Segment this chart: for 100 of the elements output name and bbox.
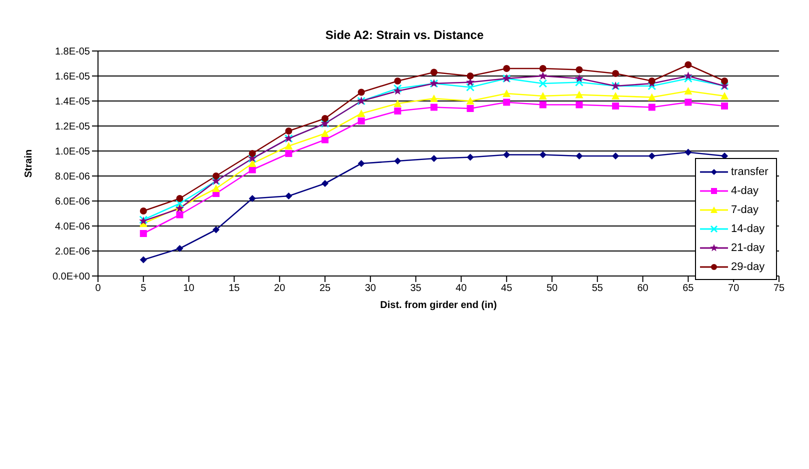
point [212, 226, 220, 234]
point [430, 155, 438, 162]
point [212, 184, 220, 192]
point [538, 92, 547, 100]
legend-label: 29-day [731, 260, 765, 272]
legend-label: transfer [731, 166, 768, 178]
point [394, 78, 402, 84]
x-tick-label: 65 [682, 283, 694, 294]
point [574, 74, 584, 82]
y-tick-label: 1.2E-05 [54, 122, 90, 133]
point [176, 245, 184, 252]
x-tick-label: 50 [546, 283, 558, 294]
point [539, 151, 546, 158]
point [574, 78, 584, 86]
point [140, 230, 147, 237]
point [394, 100, 402, 107]
point [648, 93, 656, 101]
point [648, 152, 656, 160]
point [430, 68, 438, 76]
point [322, 136, 328, 144]
point [612, 92, 620, 100]
point [466, 105, 474, 112]
point [502, 90, 511, 97]
y-axis-title: Strain [24, 149, 35, 178]
point [503, 151, 510, 158]
y-tick-label: 1.0E-05 [54, 146, 90, 158]
x-tick-label: 45 [501, 283, 513, 294]
y-tick-label: 6.0E-06 [54, 196, 90, 208]
point [140, 256, 147, 264]
point [503, 98, 510, 106]
point [393, 84, 402, 93]
point [612, 102, 620, 110]
y-tick-label: 0.0E+00 [52, 272, 90, 283]
point [284, 142, 293, 150]
x-tick-label: 70 [728, 283, 740, 294]
x-axis-title: Dist. from girder end (in) [380, 300, 497, 311]
point [430, 104, 438, 111]
point [539, 101, 546, 108]
point [576, 152, 583, 160]
point [394, 158, 402, 164]
point [248, 160, 256, 167]
point [248, 166, 256, 174]
point [576, 101, 583, 108]
legend-label: 4-day [731, 184, 759, 196]
point [721, 102, 728, 110]
point [684, 87, 692, 94]
y-tick-label: 8.0E-06 [54, 172, 90, 183]
point [466, 83, 475, 92]
point [466, 72, 474, 80]
x-tick-label: 55 [592, 283, 604, 294]
point [430, 94, 438, 102]
chart-title: Side A2: Strain vs. Distance [324, 28, 485, 42]
y-tick-label: 2.0E-06 [54, 246, 90, 258]
point [684, 74, 692, 83]
point [503, 65, 510, 72]
point [684, 61, 692, 68]
point [321, 130, 329, 137]
point [648, 82, 656, 90]
point [720, 92, 729, 100]
x-tick-label: 10 [183, 283, 195, 294]
point [140, 208, 147, 214]
point [357, 110, 366, 117]
y-tick-label: 1.6E-05 [54, 72, 90, 83]
point [394, 108, 402, 114]
point [248, 195, 256, 202]
y-tick-label: 1.8E-05 [54, 46, 90, 58]
point [466, 154, 474, 161]
point [721, 78, 728, 84]
point [539, 65, 546, 72]
point [576, 66, 583, 74]
point [684, 72, 692, 80]
point [175, 199, 184, 208]
point [322, 180, 328, 187]
point [684, 98, 692, 106]
point [285, 150, 292, 157]
y-tick-label: 1.4E-05 [54, 96, 90, 108]
point [176, 211, 184, 218]
point [212, 172, 220, 180]
point [538, 79, 548, 88]
point [358, 118, 365, 124]
point [466, 97, 474, 104]
x-tick-label: 35 [410, 283, 422, 294]
point [648, 104, 656, 111]
point [648, 78, 656, 84]
point [393, 86, 402, 95]
y-tick-label: 4.0E-06 [54, 222, 90, 233]
legend-label: 7-day [731, 204, 759, 216]
point [612, 152, 620, 160]
point [176, 195, 184, 202]
x-tick-label: 60 [637, 283, 649, 294]
x-tick-label: 15 [228, 283, 240, 294]
point [575, 90, 584, 98]
x-tick-label: 5 [140, 283, 147, 294]
x-tick-label: 0 [95, 283, 102, 294]
point [612, 70, 620, 77]
point [684, 148, 692, 156]
x-tick-label: 20 [274, 283, 286, 294]
point [358, 160, 365, 167]
x-tick-label: 30 [364, 283, 376, 294]
legend-label: 21-day [731, 242, 765, 254]
